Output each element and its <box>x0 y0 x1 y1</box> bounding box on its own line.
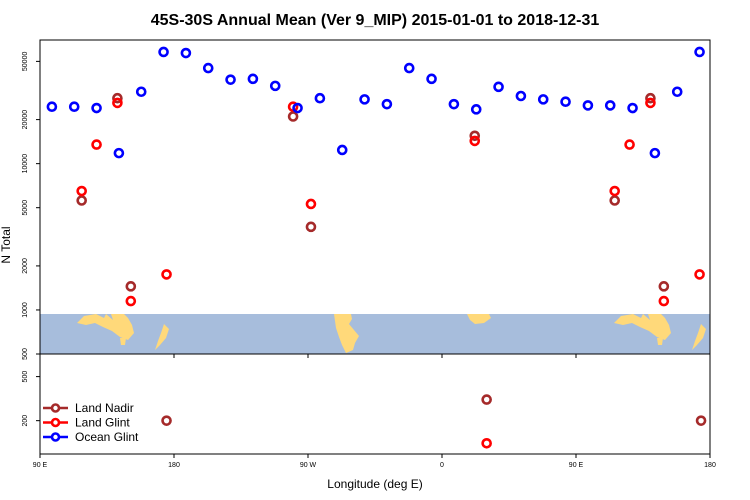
land-nadir-point <box>125 281 137 292</box>
ocean-glint-point <box>604 100 616 111</box>
land-nadir-point <box>112 92 123 104</box>
legend-label-land-glint: Land Glint <box>75 416 130 430</box>
land-glint-point <box>694 269 705 280</box>
upper-y-tick-label: 5000 <box>22 200 29 216</box>
legend-label-ocean-glint: Ocean Glint <box>75 430 139 444</box>
ocean-glint-point <box>493 81 504 93</box>
x-tick-label: 90 E <box>33 462 48 469</box>
ocean-glint-point <box>68 101 80 113</box>
land-glint-point <box>609 185 621 197</box>
ocean-glint-point <box>515 90 527 102</box>
lower-y-tick-label: 200 <box>22 415 29 427</box>
x-tick-label: 0 <box>440 462 444 469</box>
ocean-glint-point <box>314 92 326 104</box>
upper-y-tick-label: 50000 <box>22 52 29 72</box>
ocean-glint-point <box>113 147 125 159</box>
lower-panel-frame <box>39 353 711 455</box>
legend-marker-ocean-glint <box>50 432 61 442</box>
land-nadir-point <box>305 221 317 233</box>
x-tick-label: 180 <box>168 462 180 469</box>
ocean-glint-point <box>269 80 281 92</box>
land-glint-point <box>645 97 656 109</box>
lower-axis: 200 500 <box>22 371 40 427</box>
land-shapes <box>77 314 706 353</box>
y-axis-label: N Total <box>0 226 13 263</box>
land-glint-lower-point <box>481 437 492 449</box>
ocean-glint-point <box>202 62 214 74</box>
land-nadir-point <box>658 281 670 292</box>
map-band <box>40 314 710 354</box>
ocean-glint-point <box>225 74 236 85</box>
lower-y-tick-label: 500 <box>22 371 29 383</box>
australia-shape-left <box>77 314 134 340</box>
land-nadir-point <box>287 111 299 122</box>
ocean-glint-point <box>448 98 460 110</box>
ocean-glint-point <box>627 102 638 114</box>
land-nadir-lower-point <box>481 394 492 405</box>
upper-y-tick-label: 2000 <box>22 258 29 274</box>
data-points <box>46 46 707 449</box>
ocean-glint-point <box>292 102 303 114</box>
south-america-shape <box>334 314 359 353</box>
land-nadir-point <box>609 195 621 206</box>
land-glint-point <box>91 139 102 150</box>
upper-y-tick-label: 10000 <box>22 154 29 174</box>
legend-label-land-nadir: Land Nadir <box>75 401 134 415</box>
africa-shape <box>467 314 491 324</box>
ocean-glint-point <box>336 144 348 156</box>
ocean-glint-point <box>180 47 192 59</box>
ocean-glint-point <box>582 100 594 111</box>
x-tick-label: 180 <box>704 462 716 469</box>
land-glint-point <box>112 97 123 109</box>
ocean-band <box>40 314 710 354</box>
chart-title: 45S-30S Annual Mean (Ver 9_MIP) 2015-01-… <box>151 12 600 29</box>
land-nadir-lower-point <box>695 415 707 426</box>
ocean-glint-point <box>158 46 169 58</box>
land-glint-point <box>624 139 635 150</box>
ocean-glint-point <box>135 86 147 98</box>
land-glint-point <box>76 185 87 197</box>
land-nadir-lower-point <box>161 415 172 426</box>
legend-marker-land-glint <box>50 417 61 428</box>
new-zealand-shape-left <box>155 324 169 350</box>
ocean-glint-point <box>671 86 683 98</box>
ocean-glint-point <box>649 147 661 159</box>
upper-y-tick-label: 500 <box>22 348 29 360</box>
x-tick-label: 90 W <box>300 462 317 469</box>
x-axis-label: Longitude (deg E) <box>327 477 422 491</box>
ocean-glint-point <box>359 94 370 105</box>
land-glint-point <box>469 135 481 147</box>
ocean-glint-point <box>403 62 415 74</box>
ocean-glint-point <box>560 96 571 108</box>
land-glint-point <box>161 269 172 280</box>
tasmania-shape-left <box>120 338 126 345</box>
x-axis: 90 E 180 90 W 0 90 E 180 <box>33 354 716 469</box>
x-tick-label: 90 E <box>569 462 584 469</box>
ocean-glint-point <box>426 73 437 85</box>
land-glint-point <box>658 295 670 307</box>
ocean-glint-point <box>470 104 482 115</box>
land-nadir-point <box>469 130 481 142</box>
upper-axis: 500 1000 2000 5000 10000 20000 50000 <box>22 52 40 360</box>
ocean-glint-point <box>694 46 705 58</box>
upper-y-tick-label: 20000 <box>22 110 29 130</box>
ocean-glint-point <box>91 102 102 114</box>
tasmania-shape-right <box>657 338 663 345</box>
land-glint-point <box>125 295 137 307</box>
ocean-glint-point <box>247 73 259 85</box>
land-glint-point <box>305 198 317 210</box>
ocean-glint-point <box>537 94 549 105</box>
australia-shape-right <box>614 314 671 340</box>
ocean-glint-point <box>46 101 58 113</box>
legend-marker-land-nadir <box>50 403 61 413</box>
land-nadir-point <box>76 195 87 206</box>
ocean-glint-point <box>381 98 393 110</box>
new-zealand-shape-right <box>692 324 706 350</box>
upper-y-tick-label: 1000 <box>22 302 29 318</box>
land-nadir-point <box>645 92 656 104</box>
